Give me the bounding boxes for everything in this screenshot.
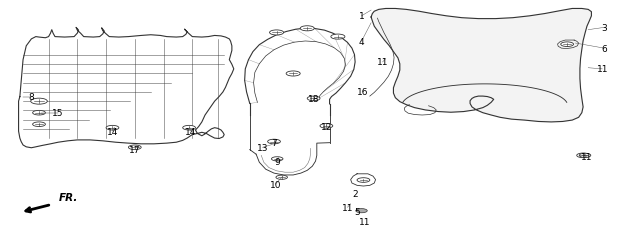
- Text: 7: 7: [271, 139, 277, 148]
- Text: 6: 6: [602, 44, 607, 53]
- Circle shape: [276, 175, 287, 179]
- Text: 14: 14: [186, 127, 196, 136]
- Text: 13: 13: [257, 143, 268, 152]
- Text: 11: 11: [359, 217, 371, 226]
- Circle shape: [357, 178, 370, 182]
- Circle shape: [269, 31, 284, 36]
- Circle shape: [33, 111, 45, 116]
- Circle shape: [106, 126, 119, 131]
- Circle shape: [300, 27, 314, 32]
- Circle shape: [129, 145, 141, 150]
- Circle shape: [561, 43, 573, 47]
- Text: 11: 11: [596, 65, 608, 74]
- Text: 17: 17: [129, 146, 141, 154]
- Circle shape: [268, 140, 280, 144]
- Circle shape: [579, 154, 591, 158]
- Text: 3: 3: [602, 24, 607, 33]
- Text: 5: 5: [354, 207, 360, 216]
- Circle shape: [286, 72, 300, 77]
- Text: 1: 1: [358, 12, 364, 21]
- Text: 10: 10: [269, 180, 281, 189]
- Circle shape: [320, 124, 333, 129]
- Text: 8: 8: [28, 93, 34, 102]
- Text: 11: 11: [377, 58, 388, 67]
- Text: 4: 4: [358, 38, 364, 46]
- Text: FR.: FR.: [59, 192, 79, 202]
- Circle shape: [182, 126, 195, 131]
- Text: 2: 2: [352, 189, 358, 198]
- Circle shape: [33, 122, 45, 127]
- Circle shape: [356, 209, 367, 213]
- Polygon shape: [371, 9, 591, 122]
- Circle shape: [31, 99, 47, 105]
- Text: 11: 11: [342, 203, 353, 212]
- Text: 9: 9: [275, 157, 280, 166]
- Text: 11: 11: [581, 152, 593, 161]
- Circle shape: [577, 153, 589, 158]
- Circle shape: [307, 97, 320, 101]
- Text: 16: 16: [357, 88, 369, 97]
- Circle shape: [331, 35, 345, 40]
- Text: 15: 15: [52, 109, 64, 118]
- Text: 18: 18: [308, 95, 319, 104]
- Circle shape: [271, 157, 283, 161]
- Text: 14: 14: [107, 127, 118, 136]
- Text: 12: 12: [321, 122, 332, 131]
